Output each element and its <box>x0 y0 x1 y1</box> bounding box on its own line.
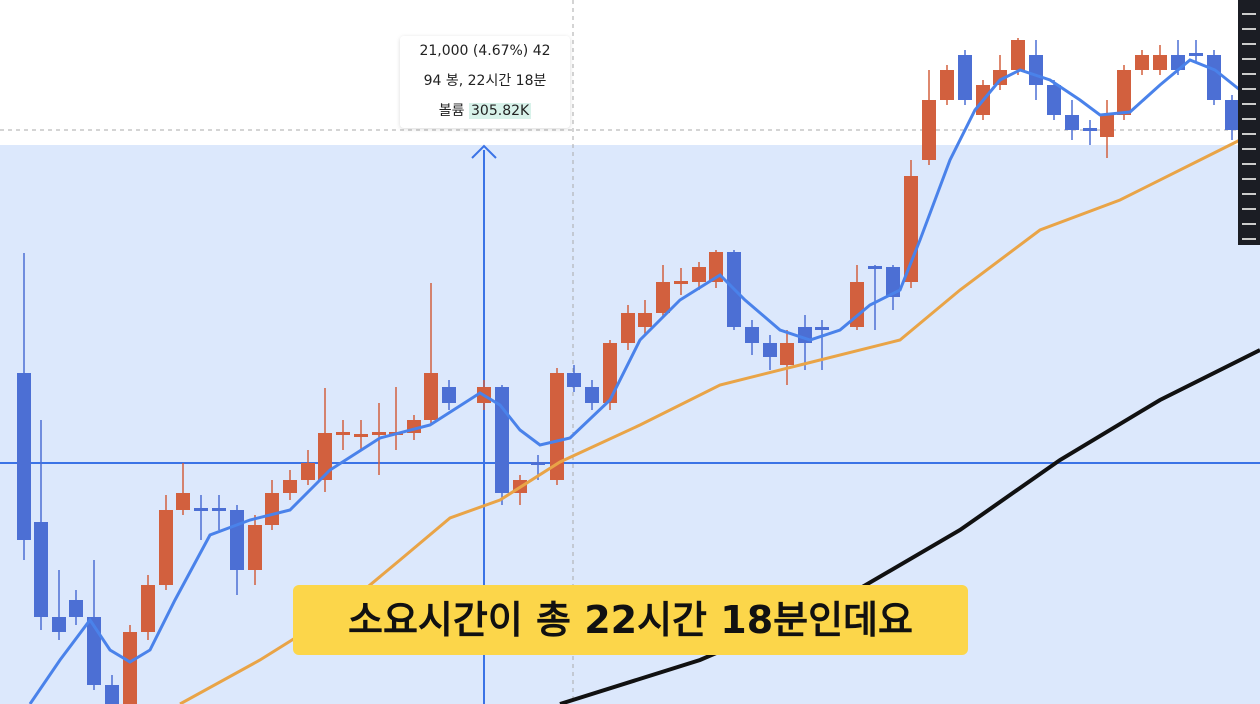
candle-body <box>674 281 688 284</box>
candle-body <box>442 387 456 403</box>
tooltip-line3: 볼륨 305.82K <box>400 96 570 126</box>
candle-body <box>141 585 155 632</box>
candle-body <box>17 373 31 540</box>
candle-body <box>1065 115 1079 130</box>
tooltip-line1: 21,000 (4.67%) 42 <box>419 43 551 59</box>
volume-value: 305.82K <box>469 103 532 119</box>
candle-body <box>780 343 794 365</box>
candle-body <box>265 493 279 525</box>
candle-body <box>1100 115 1114 137</box>
candle-body <box>318 433 332 480</box>
candle-body <box>105 685 119 704</box>
candle-body <box>212 508 226 511</box>
candle-body <box>922 100 936 160</box>
candle-body <box>176 493 190 510</box>
candle-body <box>1011 40 1025 70</box>
candle-body <box>763 343 777 357</box>
candle-body <box>656 282 670 313</box>
candle-body <box>1117 70 1131 115</box>
candle-body <box>1047 85 1061 115</box>
candle-body <box>69 600 83 617</box>
candle-body <box>1083 128 1097 131</box>
candle-body <box>230 510 244 570</box>
candle-body <box>1189 53 1203 56</box>
candle-body <box>745 327 759 343</box>
candle-body <box>585 387 599 403</box>
candle-body <box>638 313 652 327</box>
candle-body <box>550 373 564 480</box>
candle-body <box>621 313 635 343</box>
candle-body <box>531 462 545 465</box>
candle-body <box>1029 55 1043 85</box>
candle-body <box>993 70 1007 85</box>
candle-body <box>248 525 262 570</box>
candle-body <box>886 267 900 297</box>
candle-body <box>336 432 350 435</box>
candle-body <box>692 267 706 282</box>
candle-body <box>301 463 315 480</box>
candle-body <box>603 343 617 403</box>
candle-body <box>1135 55 1149 70</box>
candle-body <box>123 632 137 704</box>
candle-body <box>1225 100 1239 130</box>
candle-body <box>940 70 954 100</box>
candle-body <box>372 432 386 435</box>
candle-body <box>194 508 208 511</box>
candle-body <box>34 522 48 617</box>
candle-body <box>87 617 101 685</box>
candle-body <box>850 282 864 327</box>
measure-tooltip: 21,000 (4.67%) 42 94 봉, 22시간 18분 볼륨 305.… <box>400 36 570 128</box>
ma-fast <box>28 58 1241 704</box>
candle-body <box>159 510 173 585</box>
candle-body <box>354 434 368 437</box>
tooltip-line2: 94 봉, 22시간 18분 <box>423 73 547 89</box>
candle-body <box>52 617 66 632</box>
candle-body <box>1207 55 1221 100</box>
candle-body <box>1153 55 1167 70</box>
candle-body <box>424 373 438 420</box>
candle-body <box>815 327 829 330</box>
candle-body <box>567 373 581 387</box>
drawing-toolbar[interactable] <box>1238 0 1260 245</box>
candle-body <box>868 266 882 269</box>
candle-body <box>958 55 972 100</box>
caption: 소요시간이 총 22시간 18분인데요 <box>293 585 968 655</box>
ma-long <box>559 348 1260 704</box>
volume-label: 볼륨 <box>438 103 465 119</box>
candle-body <box>283 480 297 493</box>
arrow-head <box>471 144 497 159</box>
